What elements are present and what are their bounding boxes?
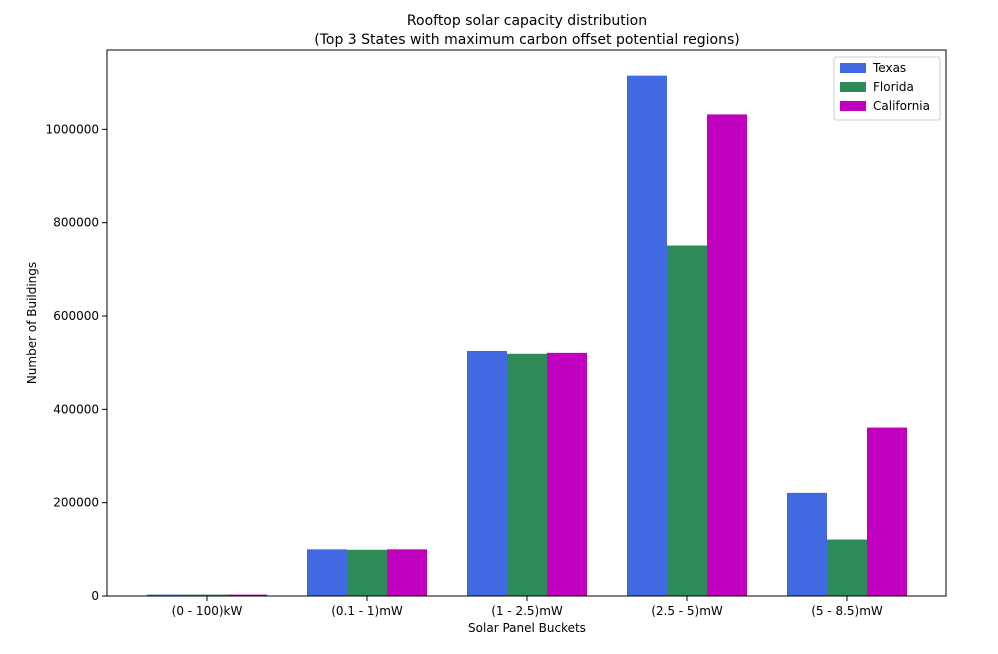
y-axis-label: Number of Buildings — [25, 262, 39, 384]
bars-group — [147, 75, 907, 597]
y-tick-label: 800000 — [53, 216, 99, 230]
legend-label-texas: Texas — [872, 61, 906, 75]
bar-florida-4 — [827, 539, 867, 596]
x-tick-label: (5 - 8.5)mW — [811, 604, 883, 618]
x-axis: (0 - 100)kW (0.1 - 1)mW (1 - 2.5)mW (2.5 - … — [172, 596, 883, 618]
bar-texas-0 — [147, 594, 187, 596]
bar-florida-2 — [507, 353, 547, 596]
bar-california-3 — [707, 114, 747, 597]
bar-california-0 — [227, 594, 267, 596]
bar-california-4 — [867, 427, 907, 596]
legend-swatch-california — [840, 101, 866, 111]
y-tick-label: 600000 — [53, 309, 99, 323]
x-tick-label: (0.1 - 1)mW — [331, 604, 403, 618]
x-tick-label: (0 - 100)kW — [172, 604, 243, 618]
x-tick-label: (2.5 - 5)mW — [651, 604, 723, 618]
legend: Texas Florida California — [833, 56, 941, 121]
x-tick-label: (1 - 2.5)mW — [491, 604, 563, 618]
y-tick-label: 200000 — [53, 496, 99, 510]
y-tick-label: 0 — [91, 589, 99, 603]
legend-swatch-florida — [840, 82, 866, 92]
plot-frame — [106, 49, 947, 597]
bar-florida-1 — [347, 549, 387, 596]
legend-label-california: California — [873, 99, 930, 113]
bar-texas-1 — [307, 549, 347, 596]
legend-swatch-texas — [840, 63, 866, 73]
bar-california-1 — [387, 549, 427, 596]
bar-texas-3 — [627, 75, 667, 596]
legend-label-florida: Florida — [873, 80, 914, 94]
y-tick-label: 1000000 — [46, 122, 99, 136]
x-axis-label: Solar Panel Buckets — [468, 621, 586, 635]
bar-texas-2 — [467, 351, 507, 596]
y-tick-label: 400000 — [53, 402, 99, 416]
y-axis: 0 200000 400000 600000 800000 1000000 — [46, 122, 107, 603]
chart-subtitle: (Top 3 States with maximum carbon offset… — [314, 32, 739, 48]
chart-title: Rooftop solar capacity distribution — [407, 13, 647, 29]
bar-florida-0 — [187, 594, 227, 596]
bar-texas-4 — [787, 492, 827, 596]
bar-florida-3 — [667, 245, 707, 597]
bar-california-2 — [547, 352, 587, 596]
